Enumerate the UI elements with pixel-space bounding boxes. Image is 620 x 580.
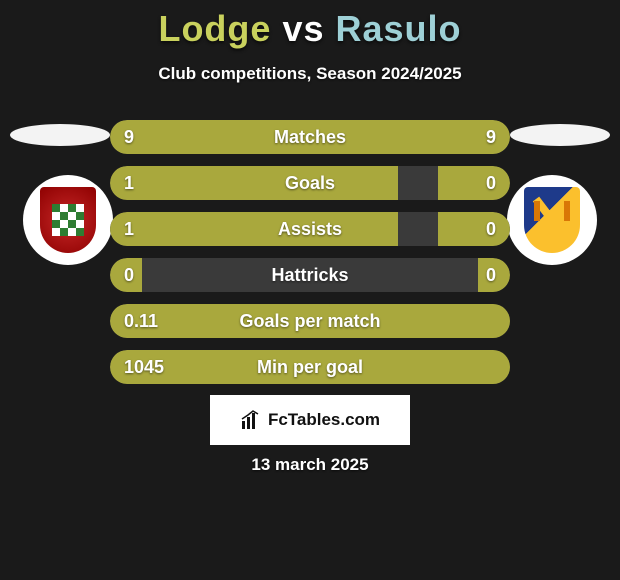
stat-row: 0.11Goals per match: [110, 304, 510, 338]
player2-crest-shield: [524, 187, 580, 253]
player2-name: Rasulo: [336, 8, 462, 49]
stat-label: Matches: [110, 120, 510, 154]
player1-shadow-ellipse: [10, 124, 110, 146]
stat-label: Goals per match: [110, 304, 510, 338]
vs-separator: vs: [282, 8, 324, 49]
date-label: 13 march 2025: [0, 455, 620, 475]
stat-row: 10Assists: [110, 212, 510, 246]
branding-box: FcTables.com: [210, 395, 410, 445]
player2-crest: [507, 175, 597, 265]
stat-row: 10Goals: [110, 166, 510, 200]
branding-text: FcTables.com: [268, 410, 380, 430]
shield-saltire-icon: [532, 195, 572, 245]
player1-crest: [23, 175, 113, 265]
stat-label: Goals: [110, 166, 510, 200]
stats-bars: 99Matches 10Goals 10Assists 00Hattricks 0.11…: [110, 120, 510, 396]
comparison-title: Lodge vs Rasulo: [0, 0, 620, 50]
shield-checker-icon: [48, 200, 88, 240]
subtitle: Club competitions, Season 2024/2025: [0, 64, 620, 84]
stat-row: 99Matches: [110, 120, 510, 154]
stat-label: Hattricks: [110, 258, 510, 292]
branding-chart-icon: [240, 409, 262, 431]
stat-row: 00Hattricks: [110, 258, 510, 292]
stat-row: 1045Min per goal: [110, 350, 510, 384]
stat-label: Assists: [110, 212, 510, 246]
player1-name: Lodge: [158, 8, 271, 49]
player1-crest-shield: [40, 187, 96, 253]
player2-shadow-ellipse: [510, 124, 610, 146]
stat-label: Min per goal: [110, 350, 510, 384]
